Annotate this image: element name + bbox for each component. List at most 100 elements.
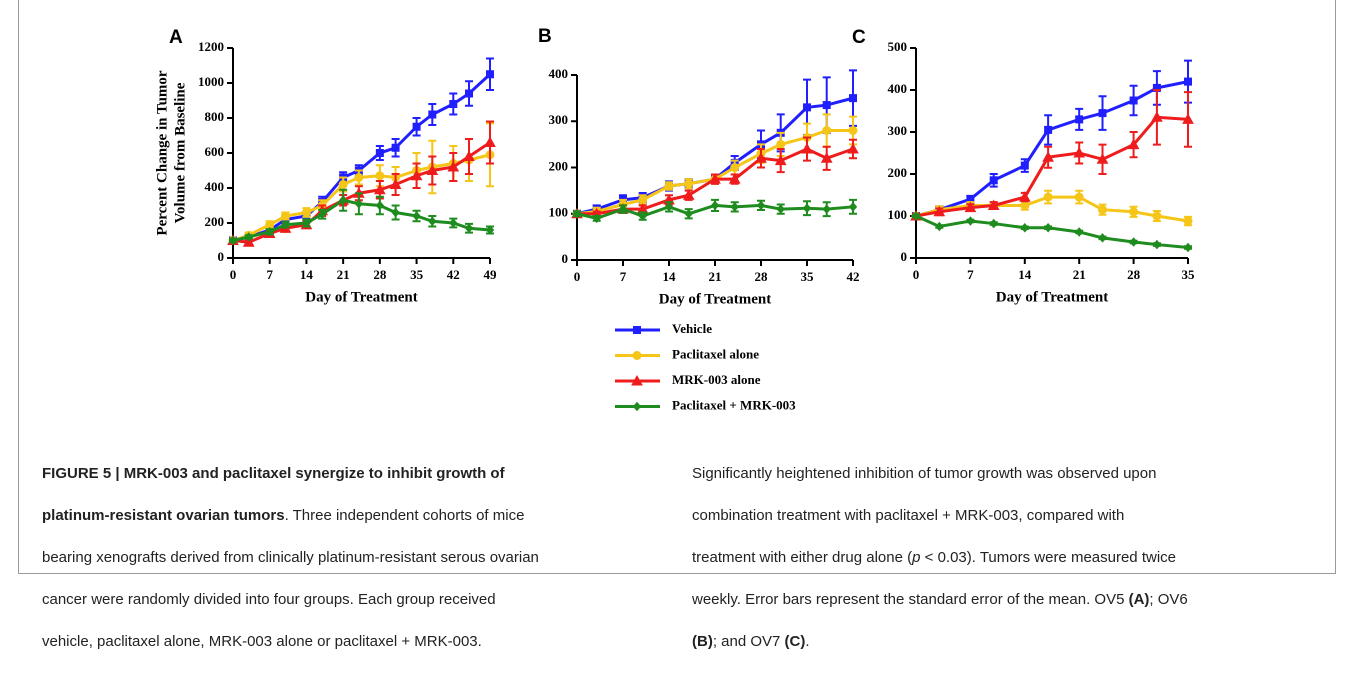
marker bbox=[989, 176, 998, 185]
y-tick-label: 500 bbox=[888, 39, 908, 54]
marker bbox=[1098, 233, 1107, 243]
x-tick-label: 35 bbox=[1182, 267, 1196, 282]
marker bbox=[426, 164, 439, 175]
marker bbox=[756, 200, 766, 211]
figure-frame bbox=[18, 0, 1336, 574]
marker bbox=[911, 211, 921, 221]
marker bbox=[1129, 237, 1138, 247]
x-tick-label: 21 bbox=[709, 269, 722, 284]
marker bbox=[709, 173, 721, 184]
caption-line: bearing xenografts derived from clinical… bbox=[42, 547, 539, 568]
y-tick-label: 200 bbox=[888, 165, 908, 180]
caption-line: treatment with either drug alone (p < 0.… bbox=[692, 547, 1188, 568]
marker bbox=[302, 218, 311, 228]
legend-label: Vehicle bbox=[672, 321, 712, 336]
x-tick-label: 0 bbox=[574, 269, 581, 284]
y-axis-label: Percent Change in Tumor bbox=[154, 70, 170, 235]
marker bbox=[684, 179, 694, 189]
marker bbox=[822, 101, 831, 110]
marker bbox=[682, 189, 695, 200]
marker bbox=[374, 183, 386, 195]
marker bbox=[849, 94, 857, 103]
marker bbox=[391, 207, 400, 218]
x-tick-label: 14 bbox=[300, 267, 314, 282]
marker bbox=[1096, 153, 1109, 164]
marker bbox=[281, 219, 290, 230]
caption-text: ; and OV7 bbox=[712, 633, 785, 650]
y-tick-label: 600 bbox=[205, 144, 225, 159]
marker bbox=[1098, 205, 1108, 215]
marker bbox=[265, 226, 274, 237]
caption-line: combination treatment with paclitaxel + … bbox=[692, 505, 1188, 526]
x-tick-label: 7 bbox=[620, 269, 627, 284]
marker bbox=[428, 110, 437, 119]
marker bbox=[755, 152, 767, 163]
marker bbox=[412, 122, 421, 131]
marker bbox=[776, 139, 786, 149]
caption-text: bearing xenografts derived from clinical… bbox=[42, 549, 539, 566]
x-axis-label: Day of Treatment bbox=[996, 289, 1108, 305]
x-tick-label: 28 bbox=[1127, 267, 1141, 282]
marker bbox=[632, 401, 642, 412]
marker bbox=[485, 225, 495, 235]
x-tick-label: 21 bbox=[337, 267, 350, 282]
marker bbox=[592, 213, 601, 224]
marker bbox=[1043, 223, 1053, 233]
caption-text: (C) bbox=[784, 633, 806, 650]
x-tick-label: 7 bbox=[266, 267, 273, 282]
caption-text: p bbox=[912, 549, 921, 566]
x-tick-label: 28 bbox=[373, 267, 387, 282]
y-tick-label: 300 bbox=[888, 123, 908, 138]
marker bbox=[391, 143, 400, 152]
marker bbox=[412, 211, 421, 221]
x-tick-label: 14 bbox=[663, 269, 677, 284]
marker bbox=[354, 198, 364, 209]
caption-text: platinum-resistant ovarian tumors bbox=[42, 507, 285, 524]
caption-text: (B) bbox=[692, 633, 713, 650]
marker bbox=[244, 232, 253, 242]
marker bbox=[730, 202, 739, 212]
legend-label: Paclitaxel + MRK-003 bbox=[672, 397, 796, 412]
marker bbox=[684, 208, 693, 219]
caption-line: platinum-resistant ovarian tumors. Three… bbox=[42, 505, 539, 526]
marker bbox=[301, 208, 311, 217]
x-tick-label: 28 bbox=[755, 269, 769, 284]
marker bbox=[618, 204, 628, 214]
caption-text: < 0.03). Tumors were measured twice bbox=[920, 549, 1176, 566]
marker bbox=[1020, 223, 1029, 233]
marker bbox=[465, 89, 474, 98]
marker bbox=[638, 195, 648, 205]
y-tick-label: 1200 bbox=[198, 39, 224, 54]
caption-text: . Three independent cohorts of mice bbox=[284, 507, 525, 524]
marker bbox=[1042, 151, 1054, 162]
marker bbox=[463, 150, 475, 161]
y-tick-label: 400 bbox=[888, 81, 908, 96]
marker bbox=[633, 326, 641, 334]
caption-text: FIGURE 5 | MRK-003 and paclitaxel synerg… bbox=[42, 465, 505, 482]
x-tick-label: 35 bbox=[801, 269, 815, 284]
marker bbox=[1044, 125, 1053, 134]
marker bbox=[1073, 146, 1086, 158]
x-tick-label: 42 bbox=[847, 269, 860, 284]
marker bbox=[389, 178, 402, 189]
y-tick-label: 0 bbox=[562, 251, 569, 266]
marker bbox=[964, 201, 977, 213]
marker bbox=[1127, 138, 1140, 150]
series-line bbox=[915, 214, 1189, 249]
marker bbox=[638, 211, 647, 221]
caption-right: Significantly heightened inhibition of t… bbox=[692, 442, 1188, 673]
marker bbox=[802, 203, 812, 213]
marker bbox=[710, 200, 720, 211]
marker bbox=[730, 163, 740, 172]
legend-label: MRK-003 alone bbox=[672, 372, 761, 387]
caption-text: treatment with either drug alone ( bbox=[692, 549, 913, 566]
caption-left: FIGURE 5 | MRK-003 and paclitaxel synerg… bbox=[42, 442, 539, 673]
marker bbox=[486, 70, 494, 79]
marker bbox=[987, 199, 1000, 210]
x-tick-label: 0 bbox=[913, 267, 920, 282]
caption-line: (B); and OV7 (C). bbox=[692, 631, 1188, 652]
legend-label: Paclitaxel alone bbox=[672, 346, 759, 361]
marker bbox=[338, 180, 348, 189]
marker bbox=[1152, 211, 1162, 221]
